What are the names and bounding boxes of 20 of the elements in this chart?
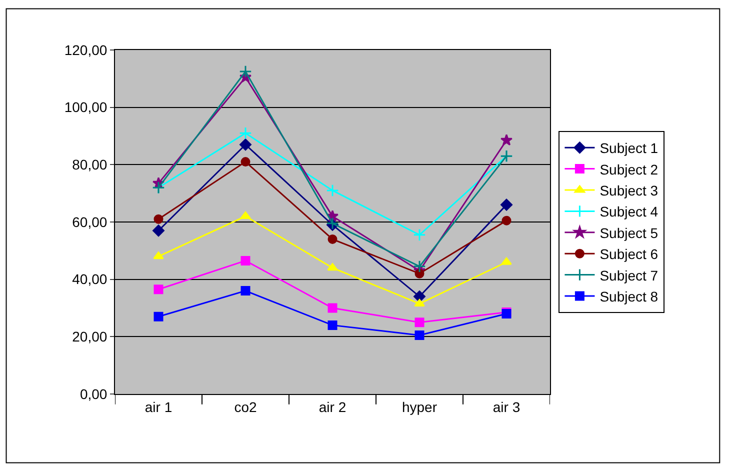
y-tick-label: 60,00: [72, 214, 108, 230]
legend-label: Subject 3: [600, 182, 658, 198]
y-tick-label: 80,00: [72, 156, 108, 173]
x-tick-label: hyper: [402, 398, 438, 415]
y-tick-label: 0,00: [80, 386, 108, 402]
x-tick-label: air 1: [144, 398, 172, 415]
x-tick-label: air 3: [492, 398, 520, 415]
x-tick-label: air 2: [318, 398, 346, 415]
y-tick-label: 100,00: [64, 99, 108, 116]
legend-label: Subject 1: [600, 140, 658, 156]
legend-label: Subject 5: [600, 224, 658, 241]
legend-label: Subject 8: [600, 288, 658, 304]
legend-label: Subject 4: [600, 204, 658, 220]
legend-label: Subject 6: [600, 246, 658, 262]
legend-label: Subject 2: [600, 161, 658, 178]
x-tick-label: co2: [234, 398, 257, 415]
y-tick-label: 20,00: [72, 328, 108, 345]
y-tick-label: 40,00: [72, 271, 108, 288]
legend-label: Subject 7: [600, 267, 658, 284]
y-tick-label: 120,00: [64, 42, 108, 58]
